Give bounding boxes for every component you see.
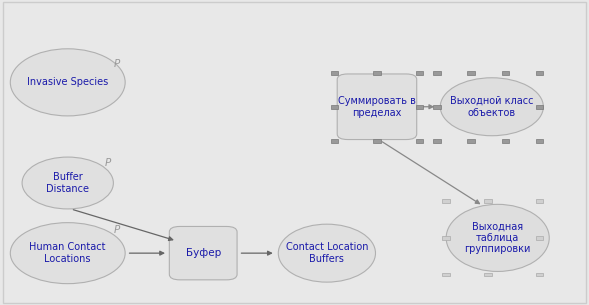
Bar [442, 199, 450, 203]
Ellipse shape [10, 49, 125, 116]
Text: Выходная
таблица
группировки: Выходная таблица группировки [465, 221, 531, 254]
Ellipse shape [441, 78, 543, 136]
Bar [416, 105, 423, 109]
Bar [536, 236, 544, 240]
Bar [373, 70, 380, 74]
Bar [442, 236, 450, 240]
Bar [434, 139, 441, 143]
Bar [484, 199, 491, 203]
Text: Invasive Species: Invasive Species [27, 77, 108, 87]
Text: P: P [114, 225, 120, 235]
Ellipse shape [279, 224, 376, 282]
Ellipse shape [446, 204, 549, 271]
Bar [502, 139, 509, 143]
Text: Human Contact
Locations: Human Contact Locations [29, 242, 106, 264]
Text: Contact Location
Buffers: Contact Location Buffers [286, 242, 368, 264]
Bar [434, 105, 441, 109]
Bar [331, 70, 338, 74]
Bar [416, 139, 423, 143]
Bar [331, 105, 338, 109]
Bar [484, 273, 491, 276]
Text: Buffer
Distance: Buffer Distance [46, 172, 90, 194]
Ellipse shape [22, 157, 113, 209]
Bar [434, 70, 441, 74]
Bar [468, 70, 475, 74]
Bar [536, 105, 544, 109]
Bar [536, 70, 544, 74]
Text: P: P [114, 59, 120, 69]
Text: Выходной класс
объектов: Выходной класс объектов [450, 96, 534, 117]
Bar [536, 139, 544, 143]
Bar [536, 199, 544, 203]
Bar [468, 139, 475, 143]
Ellipse shape [10, 223, 125, 284]
Bar [536, 273, 544, 276]
Text: P: P [105, 158, 111, 168]
FancyBboxPatch shape [170, 226, 237, 280]
Text: Суммировать в
пределах: Суммировать в пределах [338, 96, 416, 117]
Bar [416, 70, 423, 74]
Text: Буфер: Буфер [186, 248, 221, 258]
Bar [502, 70, 509, 74]
Bar [331, 139, 338, 143]
FancyBboxPatch shape [337, 74, 417, 140]
Bar [442, 273, 450, 276]
Bar [373, 139, 380, 143]
